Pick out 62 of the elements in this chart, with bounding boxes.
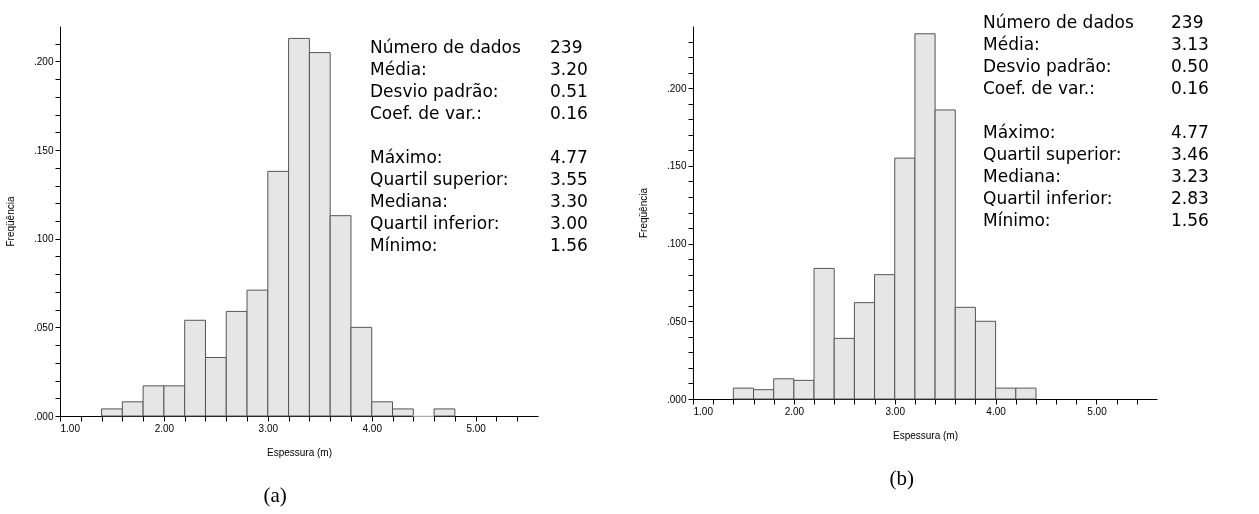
text: 3.23 (1171, 166, 1209, 186)
y-axis-title: Freqüência (638, 187, 650, 239)
y-tick-label: .000 (667, 393, 687, 405)
x-tick-label: 3.00 (258, 422, 279, 434)
text: 1.56 (1171, 210, 1209, 230)
text: 2.83 (1171, 188, 1209, 208)
annotation: Mínimo: (370, 235, 438, 255)
x-axis-title: Espessura (m) (266, 446, 333, 458)
x-tick-label: 1.00 (60, 422, 81, 434)
text: 3.30 (550, 191, 588, 211)
annotation: Média: (370, 59, 427, 79)
x-tick-label: 2.00 (784, 405, 805, 417)
text: 1.56 (550, 235, 588, 255)
y-tick-label: .050 (34, 321, 54, 333)
annotation: Coef. de var.: (983, 78, 1095, 98)
x-tick-label: 5.00 (466, 422, 487, 434)
text: 0.16 (550, 103, 588, 123)
text: 4.77 (1171, 122, 1209, 142)
x-tick-label: 3.00 (885, 405, 906, 417)
text: 3.00 (550, 213, 588, 233)
annotation: Máximo: (370, 147, 443, 167)
text: (b) (889, 466, 915, 490)
text: 0.51 (550, 81, 588, 101)
annotation: Quartil inferior: (983, 188, 1113, 208)
annotation: Quartil inferior: (370, 213, 500, 233)
text: 3.20 (550, 59, 588, 79)
text: 3.13 (1171, 34, 1209, 54)
text: 0.50 (1171, 56, 1209, 76)
annotation: Coef. de var.: (370, 103, 482, 123)
text: 3.46 (1171, 144, 1209, 164)
y-axis-title: Freqüência (5, 196, 17, 247)
x-tick-label: 4.00 (362, 422, 383, 434)
y-tick-label: .100 (667, 238, 687, 250)
y-tick-label: .150 (667, 160, 687, 172)
annotation: Desvio padrão: (983, 56, 1112, 76)
text: 4.77 (550, 147, 588, 167)
annotation: Número de dados (983, 12, 1134, 32)
y-tick-label: .200 (667, 82, 687, 94)
text: 0.16 (1171, 78, 1209, 98)
annotation: Desvio padrão: (370, 81, 499, 101)
x-tick-label: 5.00 (1087, 405, 1108, 417)
x-tick-label: 1.00 (693, 405, 714, 417)
annotation: Quartil superior: (370, 169, 509, 189)
annotation: Mínimo: (983, 210, 1051, 230)
y-tick-label: .100 (34, 233, 54, 245)
annotation: Média: (983, 34, 1040, 54)
y-tick-label: .150 (34, 144, 54, 156)
x-axis-title: Espessura (m) (892, 429, 959, 441)
annotation: Mediana: (983, 166, 1061, 186)
annotation: Máximo: (983, 122, 1056, 142)
y-tick-label: .050 (667, 315, 687, 327)
text: 239 (550, 37, 583, 57)
x-tick-label: 2.00 (154, 422, 175, 434)
y-tick-label: .200 (34, 55, 54, 67)
annotation: Mediana: (370, 191, 448, 211)
text: (a) (263, 483, 287, 507)
annotation: Número de dados (370, 37, 521, 57)
y-tick-label: .000 (34, 410, 54, 422)
annotation: Quartil superior: (983, 144, 1122, 164)
x-tick-label: 4.00 (986, 405, 1007, 417)
text: 3.55 (550, 169, 588, 189)
text: 239 (1171, 12, 1204, 32)
